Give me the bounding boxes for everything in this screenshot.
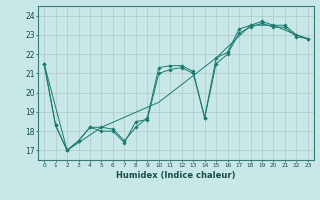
X-axis label: Humidex (Indice chaleur): Humidex (Indice chaleur): [116, 171, 236, 180]
